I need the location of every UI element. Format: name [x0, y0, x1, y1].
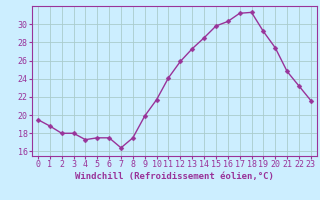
X-axis label: Windchill (Refroidissement éolien,°C): Windchill (Refroidissement éolien,°C) [75, 172, 274, 181]
